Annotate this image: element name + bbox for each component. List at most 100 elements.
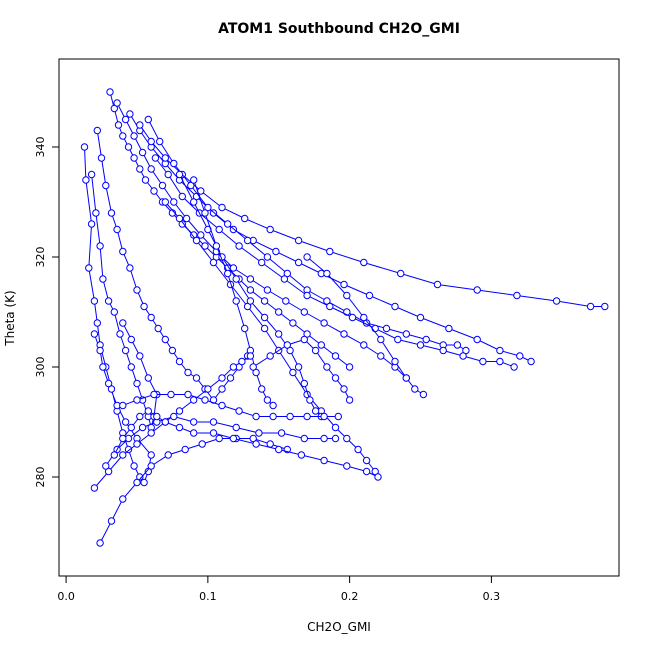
data-point (360, 258, 368, 267)
data-point (99, 275, 107, 283)
data-point (215, 225, 223, 234)
data-point (289, 368, 297, 377)
data-point (473, 335, 481, 344)
data-point (133, 440, 141, 448)
data-point (394, 335, 402, 344)
series-line (252, 338, 351, 401)
data-point (187, 181, 195, 190)
data-point (601, 302, 609, 311)
data-point (229, 363, 238, 371)
data-point (252, 412, 260, 421)
data-point (345, 363, 354, 371)
data-point (391, 357, 399, 366)
data-point (334, 412, 342, 421)
data-point (527, 357, 535, 366)
data-point (104, 379, 113, 388)
data-point (144, 467, 153, 476)
data-point (340, 280, 348, 289)
data-point (224, 220, 232, 228)
data-point (343, 434, 351, 443)
data-point (124, 445, 133, 454)
data-point (209, 418, 218, 426)
data-point (138, 423, 147, 432)
data-point (136, 121, 144, 129)
series-line (91, 174, 158, 430)
data-point (114, 121, 123, 129)
data-point (331, 374, 340, 382)
data-point (218, 203, 226, 212)
data-point (153, 412, 161, 421)
data-point (147, 313, 155, 322)
data-point (190, 176, 198, 184)
data-point (269, 401, 277, 410)
data-point (151, 154, 160, 162)
data-point (294, 363, 303, 371)
series-line (96, 130, 248, 401)
data-point (320, 434, 328, 443)
data-point (82, 176, 90, 184)
data-point (320, 412, 328, 421)
data-point (453, 341, 462, 349)
data-point (182, 214, 191, 223)
data-point (96, 539, 104, 547)
data-point (212, 242, 221, 250)
data-point (161, 335, 170, 344)
data-point (382, 324, 391, 333)
data-point (181, 445, 189, 454)
data-point (113, 225, 121, 234)
data-point (263, 253, 272, 261)
data-point (121, 418, 130, 426)
data-point (246, 286, 255, 294)
data-point (255, 429, 263, 437)
data-point (190, 418, 198, 426)
data-point (345, 396, 354, 404)
data-point (170, 159, 178, 168)
y-axis: 280 300 320 340 (34, 137, 60, 488)
data-point (235, 407, 243, 415)
data-point (422, 335, 430, 344)
data-point (311, 346, 320, 355)
data-point (204, 385, 212, 393)
data-point (161, 418, 170, 426)
data-point (150, 390, 158, 399)
data-point (147, 165, 155, 173)
data-point (110, 451, 119, 459)
data-point (133, 286, 141, 294)
chart-title: ATOM1 Southbound CH2O_GMI (218, 21, 460, 37)
data-point (201, 242, 209, 250)
data-point (175, 357, 184, 366)
data-point (144, 374, 153, 382)
data-point (147, 451, 155, 459)
data-point (241, 324, 249, 333)
data-point (90, 330, 99, 338)
y-tick-label: 300 (34, 357, 47, 378)
data-point (300, 434, 308, 443)
data-point (127, 423, 136, 432)
data-point (258, 385, 266, 393)
data-point (218, 385, 226, 393)
data-point (238, 357, 246, 366)
data-point (323, 297, 331, 305)
data-point (119, 451, 127, 459)
data-point (175, 407, 184, 415)
data-point (87, 170, 96, 179)
data-point (116, 330, 124, 338)
data-point (283, 341, 291, 349)
data-point (178, 192, 187, 201)
data-point (289, 319, 297, 327)
data-point (190, 396, 198, 404)
data-point (391, 302, 399, 311)
data-point (294, 258, 303, 267)
data-point (119, 247, 127, 256)
data-point (246, 275, 255, 283)
data-point (331, 434, 340, 443)
data-point (320, 319, 328, 327)
data-point (263, 286, 272, 294)
data-point (164, 170, 172, 179)
x-tick-label: 0.2 (341, 590, 359, 603)
data-point (92, 209, 100, 217)
data-point (136, 352, 144, 360)
data-point (197, 231, 205, 239)
data-point (124, 143, 133, 151)
